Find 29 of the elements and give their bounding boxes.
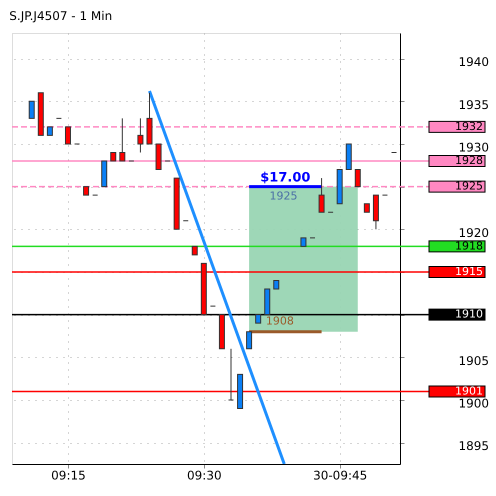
candlestick xyxy=(28,100,35,119)
y-tick-label: 1930 xyxy=(458,140,490,154)
candlestick xyxy=(137,118,144,153)
ref-line-label: 1932 xyxy=(455,120,483,133)
candlestick xyxy=(119,118,126,162)
ref-line-label: 1910 xyxy=(455,308,483,321)
x-tick-label: 09:15 xyxy=(51,468,86,482)
candlestick xyxy=(246,331,252,350)
x-tick-label: 09:30 xyxy=(187,468,222,482)
y-tick-label: 1895 xyxy=(458,439,490,454)
y-tick-label: 1940 xyxy=(458,55,490,70)
chart-title: S.JP.J4507 - 1 Min xyxy=(9,9,112,23)
ref-line-label: 1928 xyxy=(455,154,483,168)
y-tick-label: 1905 xyxy=(458,354,490,368)
ref-line-label: 1925 xyxy=(455,180,483,193)
ref-line-label: 1918 xyxy=(455,239,483,252)
y-tick-label: 1920 xyxy=(458,226,490,240)
y-tick-label: 1900 xyxy=(458,396,490,410)
annotation: 1925 xyxy=(270,190,298,203)
candlestick xyxy=(64,126,71,144)
ref-line-label: 1901 xyxy=(455,384,483,398)
annotation: 1908 xyxy=(266,314,294,328)
y-tick-label: 1935 xyxy=(458,98,490,112)
candlestick xyxy=(354,169,361,188)
x-tick-label: 30-09:45 xyxy=(313,468,368,482)
annotation: $17.00 xyxy=(260,170,310,186)
candlestick xyxy=(318,178,325,213)
candlestick xyxy=(228,348,234,400)
ref-line-label: 1915 xyxy=(455,264,483,278)
